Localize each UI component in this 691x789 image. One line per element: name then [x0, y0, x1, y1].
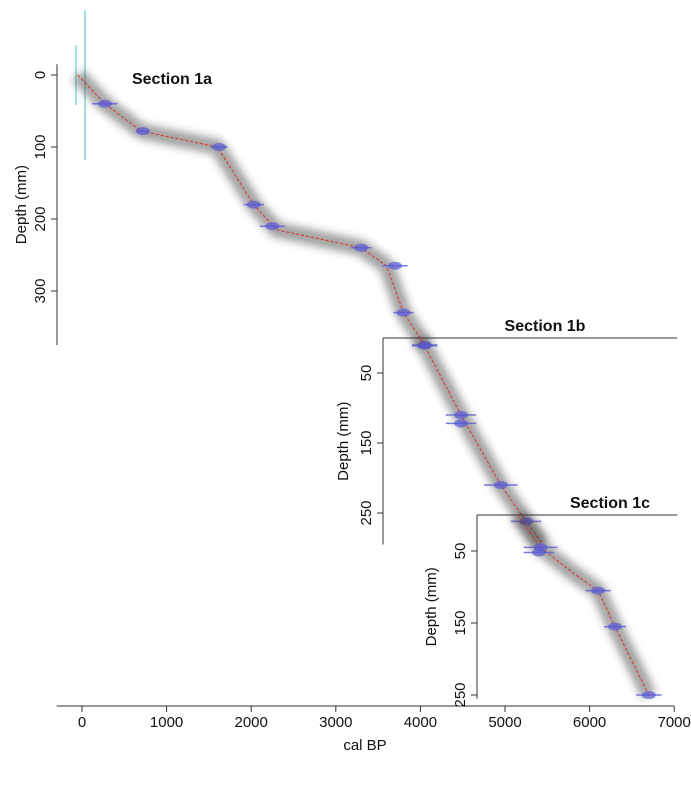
- date-point: [531, 548, 546, 557]
- date-point: [417, 341, 432, 350]
- y-tick-label: 150: [358, 430, 375, 455]
- date-point: [212, 143, 227, 151]
- x-tick-label: 7000: [658, 714, 691, 731]
- panel-title: Section 1c: [570, 495, 650, 512]
- date-point: [135, 127, 150, 136]
- date-point: [591, 586, 606, 595]
- x-tick-label: 1000: [150, 714, 183, 731]
- y-tick-label: 50: [358, 365, 375, 382]
- x-tick-label: 5000: [488, 714, 521, 731]
- y-tick-label: 200: [32, 206, 49, 231]
- y-axis-label: Depth (mm): [13, 165, 30, 244]
- x-axis-label: cal BP: [343, 737, 386, 754]
- date-point: [641, 691, 656, 699]
- x-tick-label: 4000: [404, 714, 437, 731]
- date-point: [396, 308, 411, 317]
- panel-title: Section 1a: [132, 71, 212, 88]
- panel-title: Section 1b: [505, 318, 586, 335]
- y-tick-label: 300: [32, 278, 49, 303]
- date-point: [454, 419, 469, 428]
- date-point: [354, 243, 369, 252]
- y-tick-label: 250: [452, 682, 469, 707]
- model-band: [511, 510, 656, 699]
- x-tick-label: 3000: [319, 714, 352, 731]
- date-point: [607, 622, 622, 631]
- date-point: [388, 261, 403, 270]
- date-point: [97, 99, 112, 108]
- y-tick-label: 0: [32, 71, 49, 79]
- y-axis-label: Depth (mm): [335, 402, 352, 481]
- y-tick-label: 150: [452, 610, 469, 635]
- y-tick-label: 50: [452, 543, 469, 560]
- model-mean: [77, 74, 426, 346]
- x-tick-label: 6000: [573, 714, 606, 731]
- y-tick-label: 250: [358, 500, 375, 525]
- model-band: [71, 69, 432, 350]
- x-tick-label: 0: [78, 714, 86, 731]
- date-point: [246, 200, 261, 209]
- model-mean: [517, 514, 650, 696]
- x-tick-label: 2000: [235, 714, 268, 731]
- date-point: [454, 411, 469, 419]
- date-point: [493, 481, 508, 489]
- date-point: [265, 222, 280, 231]
- y-tick-label: 100: [32, 134, 49, 159]
- y-axis-label: Depth (mm): [423, 567, 440, 646]
